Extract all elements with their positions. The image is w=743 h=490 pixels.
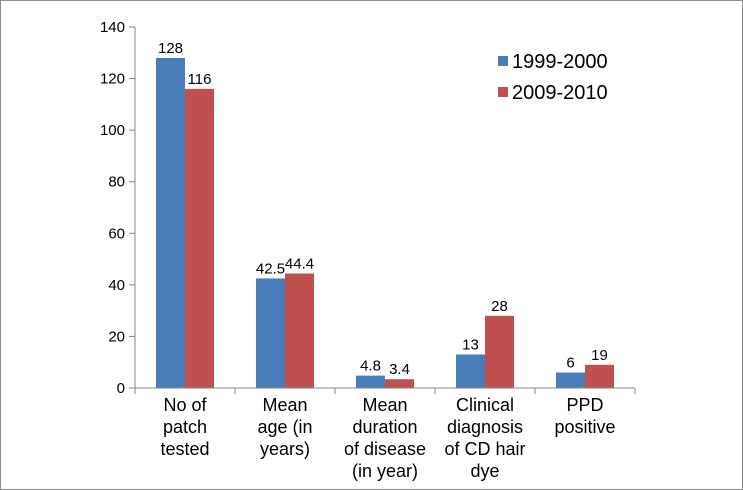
category-label-line: Mean bbox=[362, 395, 407, 415]
category-label: Mean age (in years) bbox=[257, 395, 312, 459]
y-tick-label: 60 bbox=[108, 225, 125, 242]
category-label-line: positive bbox=[554, 417, 615, 437]
category-label-line: tested bbox=[160, 439, 209, 459]
y-tick-label: 40 bbox=[108, 277, 125, 294]
category-label: Clinical diagnosis of CD hair dye bbox=[444, 395, 525, 481]
category-label-line: No of bbox=[163, 395, 207, 415]
bars bbox=[156, 57, 614, 388]
category-label-line: Clinical bbox=[456, 395, 514, 415]
y-tick-label: 80 bbox=[108, 174, 125, 191]
category-label-line: dye bbox=[470, 461, 499, 481]
data-label: 44.4 bbox=[285, 256, 314, 273]
bar bbox=[356, 375, 385, 388]
data-label: 42.5 bbox=[256, 260, 285, 277]
bar bbox=[556, 372, 585, 388]
category-label-line: Mean bbox=[262, 395, 307, 415]
category-label-line: of CD hair bbox=[444, 439, 525, 459]
x-axis bbox=[134, 387, 636, 394]
data-label: 6 bbox=[566, 355, 574, 372]
data-label: 116 bbox=[188, 71, 212, 88]
y-tick-label: 140 bbox=[100, 19, 125, 36]
category-label: PPD positive bbox=[554, 395, 615, 437]
y-tick-label: 20 bbox=[108, 328, 125, 345]
legend-swatch bbox=[498, 87, 508, 97]
data-label: 28 bbox=[491, 298, 508, 315]
bar bbox=[185, 88, 214, 388]
category-label-line: patch bbox=[163, 417, 207, 437]
bar bbox=[385, 379, 414, 388]
legend: 1999-2000 2009-2010 bbox=[498, 51, 608, 104]
legend-label: 2009-2010 bbox=[512, 82, 608, 104]
bar bbox=[485, 315, 514, 388]
category-label-line: diagnosis bbox=[447, 417, 523, 437]
data-label: 13 bbox=[462, 336, 479, 353]
category-label: Mean duration of disease (in year) bbox=[344, 395, 426, 481]
category-label-line: PPD bbox=[566, 395, 603, 415]
data-label: 3.4 bbox=[389, 361, 410, 378]
category-label-line: age (in bbox=[257, 417, 312, 437]
category-label-line: (in year) bbox=[352, 461, 418, 481]
data-label: 128 bbox=[158, 40, 183, 57]
y-tick-label: 0 bbox=[117, 380, 125, 397]
data-label: 19 bbox=[591, 347, 608, 364]
bar bbox=[285, 273, 314, 388]
bar bbox=[256, 278, 285, 388]
bar bbox=[585, 364, 614, 388]
legend-label: 1999-2000 bbox=[512, 51, 608, 73]
data-label: 4.8 bbox=[360, 358, 381, 375]
bar bbox=[456, 354, 485, 388]
legend-swatch bbox=[498, 56, 508, 66]
y-axis: 0 20 40 60 80 100 120 140 bbox=[100, 19, 136, 397]
category-label: No of patch tested bbox=[160, 395, 209, 459]
data-labels: 128 42.5 4.8 13 6 116 44.4 3.4 28 19 bbox=[158, 40, 608, 378]
y-tick-label: 100 bbox=[100, 122, 125, 139]
y-tick-label: 120 bbox=[100, 71, 125, 88]
bar bbox=[156, 57, 185, 388]
category-label-line: of disease bbox=[344, 439, 426, 459]
category-label-line: years) bbox=[260, 439, 310, 459]
category-label-line: duration bbox=[352, 417, 417, 437]
